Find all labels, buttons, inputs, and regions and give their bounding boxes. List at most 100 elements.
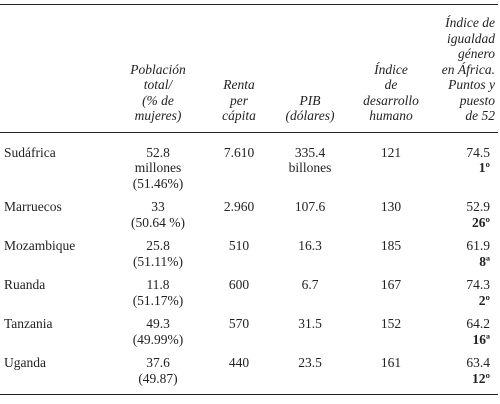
header-line: cápita xyxy=(222,108,256,123)
gdp-line: 23.5 xyxy=(298,355,322,370)
header-line: en África. xyxy=(441,61,495,77)
table-row: Sudáfrica 52.8 millones (51.46%) 7.610 335.4 b… xyxy=(0,132,498,196)
hdi-cell: 130 xyxy=(380,199,402,214)
population-cell: 11.8 (51.17%) xyxy=(108,274,208,313)
table-row: Marruecos 33 (50.64 %) 2.960 107.6 130 52.9 26º xyxy=(0,196,498,235)
header-cell: Índice de desarrollo humano xyxy=(350,5,432,133)
gender-score: 74.5 xyxy=(466,144,490,160)
population-line: (51.46%) xyxy=(132,175,184,191)
gender-cell: 74.5 1º xyxy=(432,132,498,196)
income-cell: 7.610 xyxy=(223,144,255,160)
gender-rank: 26º xyxy=(472,214,490,230)
gdp-cell: 16.3 xyxy=(270,235,350,274)
header-line: total/ xyxy=(143,77,173,92)
country-cell: Tanzania xyxy=(4,316,53,331)
header-line: humano xyxy=(369,108,413,123)
gender-rank: 12º xyxy=(472,370,490,386)
header-line: Índice xyxy=(374,61,408,77)
hdi-cell: 121 xyxy=(380,144,402,160)
gdp-cell: 31.5 xyxy=(270,313,350,352)
income-cell: 2.960 xyxy=(223,199,255,214)
header-line: per xyxy=(230,92,248,108)
header-line: de 52 xyxy=(465,108,495,123)
gender-score: 64.2 xyxy=(466,316,490,331)
gdp-line: 335.4 xyxy=(294,144,326,160)
header-line: mujeres) xyxy=(134,108,182,123)
hdi-cell: 161 xyxy=(380,355,402,370)
income-cell: 440 xyxy=(228,355,250,370)
table-row: Tanzania 49.3 (49.99%) 570 31.5 152 64.2 16ª xyxy=(0,313,498,352)
header-line: (dólares) xyxy=(285,108,335,123)
country-cell: Sudáfrica xyxy=(4,144,56,160)
income-cell: 510 xyxy=(228,238,250,253)
population-line: 52.8 xyxy=(146,144,170,160)
population-cell: 37.6 (49.87) xyxy=(108,352,208,395)
gender-cell: 61.9 8ª xyxy=(432,235,498,274)
population-line: (50.64 %) xyxy=(131,214,185,230)
gender-cell: 64.2 16ª xyxy=(432,313,498,352)
data-table: Población total/(% de mujeres) Renta per cápi… xyxy=(0,4,498,395)
hdi-cell: 185 xyxy=(380,238,402,253)
population-cell: 33 (50.64 %) xyxy=(108,196,208,235)
population-line: 11.8 xyxy=(146,277,170,292)
header-cell: Población total/(% de mujeres) xyxy=(108,5,208,133)
country-cell: Marruecos xyxy=(4,199,62,214)
gdp-cell: 107.6 xyxy=(270,196,350,235)
header-cell: PIB (dólares) xyxy=(270,5,350,133)
table-row: Uganda 37.6 (49.87) 440 23.5 161 63.4 12º xyxy=(0,352,498,395)
gdp-line: 31.5 xyxy=(298,316,322,331)
country-cell: Mozambique xyxy=(4,238,76,253)
gdp-line: 107.6 xyxy=(294,199,326,214)
population-line: 25.8 xyxy=(146,238,170,253)
gender-cell: 74.3 2º xyxy=(432,274,498,313)
header-line: puesto xyxy=(459,92,495,108)
header-cell: Renta per cápita xyxy=(208,5,270,133)
population-line: 33 xyxy=(151,199,165,214)
gdp-line: 6.7 xyxy=(301,277,319,292)
gender-score: 74.3 xyxy=(466,277,490,292)
gender-rank: 2º xyxy=(478,292,490,308)
population-line: (49.87) xyxy=(138,370,178,386)
gdp-cell: 6.7 xyxy=(270,274,350,313)
table-row: Ruanda 11.8 (51.17%) 600 6.7 167 74.3 2º xyxy=(0,274,498,313)
gender-cell: 52.9 26º xyxy=(432,196,498,235)
gdp-cell: 335.4 billones xyxy=(270,132,350,196)
income-cell: 600 xyxy=(228,277,250,292)
table-header: Población total/(% de mujeres) Renta per cápi… xyxy=(0,4,498,133)
header-line: Renta xyxy=(223,77,255,92)
hdi-cell: 167 xyxy=(380,277,402,292)
population-line: (51.11%) xyxy=(132,253,184,269)
header-line: Población xyxy=(130,61,186,77)
header-cell xyxy=(0,5,108,133)
population-line: millones xyxy=(134,160,182,175)
header-line: igualdad xyxy=(446,30,495,46)
header-line: PIB xyxy=(299,92,321,108)
header-cell: Índice de igualdad género en África. Puntos … xyxy=(432,5,498,133)
gender-score: 61.9 xyxy=(466,238,490,253)
gender-score: 52.9 xyxy=(466,199,490,214)
population-line: 49.3 xyxy=(146,316,170,331)
population-cell: 52.8 millones (51.46%) xyxy=(108,132,208,196)
header-line: desarrollo xyxy=(363,92,419,108)
header-line: género xyxy=(458,46,495,61)
gender-cell: 63.4 12º xyxy=(432,352,498,395)
country-cell: Uganda xyxy=(4,355,46,370)
population-line: 37.6 xyxy=(146,355,170,370)
gender-rank: 1º xyxy=(478,160,490,175)
gdp-line: 16.3 xyxy=(298,238,322,253)
country-cell: Ruanda xyxy=(4,277,46,292)
gdp-line: billones xyxy=(288,160,332,175)
hdi-cell: 152 xyxy=(380,316,402,331)
header-row: Población total/(% de mujeres) Renta per cápi… xyxy=(0,4,498,133)
income-cell: 570 xyxy=(228,316,250,331)
gender-rank: 16ª xyxy=(472,331,490,347)
header-line: (% de xyxy=(142,92,174,108)
header-line: de xyxy=(384,77,398,92)
gdp-cell: 23.5 xyxy=(270,352,350,395)
table-body: Sudáfrica 52.8 millones (51.46%) 7.610 335.4 b… xyxy=(0,132,498,395)
population-cell: 49.3 (49.99%) xyxy=(108,313,208,352)
gender-score: 63.4 xyxy=(466,355,490,370)
population-line: (49.99%) xyxy=(132,331,184,347)
header-line: Índice de xyxy=(445,15,495,30)
